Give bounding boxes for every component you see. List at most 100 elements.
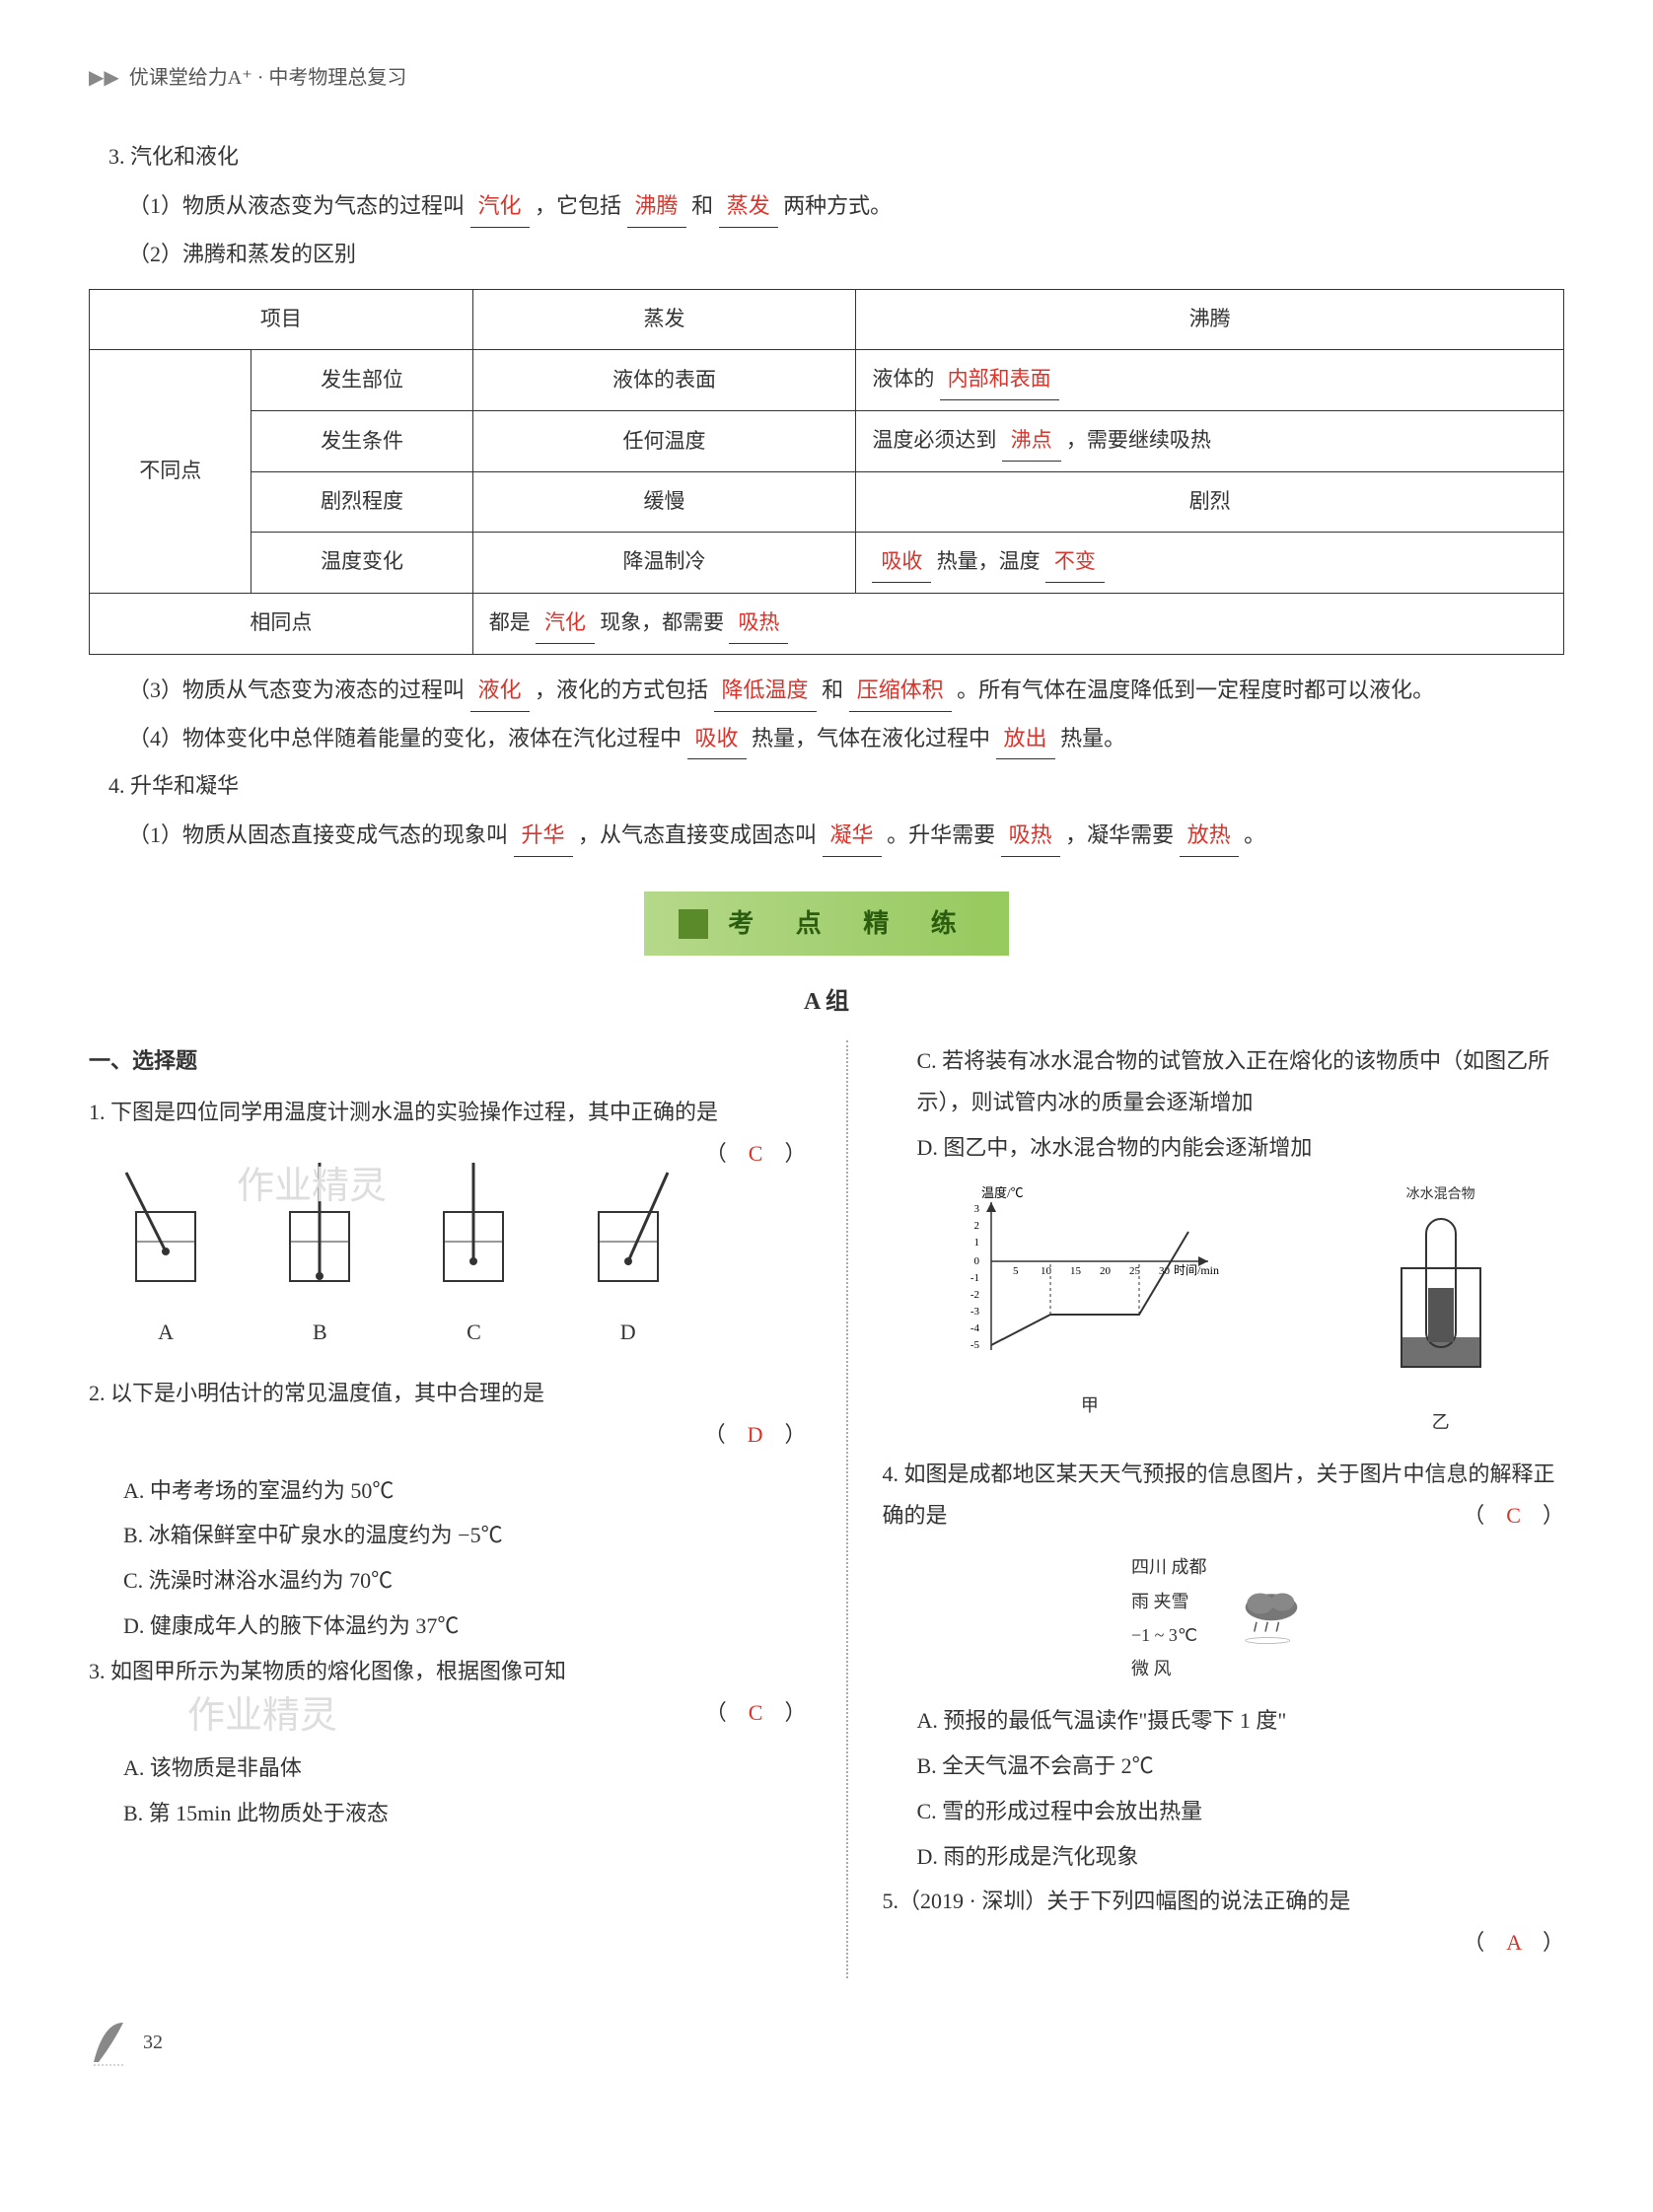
testtube-label: 冰水混合物 bbox=[1387, 1182, 1495, 1209]
text: 和 bbox=[691, 193, 719, 218]
banner-icon bbox=[679, 909, 708, 939]
svg-text:0: 0 bbox=[973, 1255, 979, 1267]
text: 液体的 bbox=[872, 367, 939, 391]
question-1: 1. 下图是四位同学用温度计测水温的实验操作过程，其中正确的是 （ C ） 作业… bbox=[89, 1092, 807, 1133]
section-3-title: 3. 汽化和液化 bbox=[108, 136, 1564, 178]
text: 热量，温度 bbox=[937, 549, 1045, 573]
option-d: D. 图乙中，冰水混合物的内能会逐渐增加 bbox=[917, 1127, 1565, 1169]
fill-blank: 吸热 bbox=[729, 604, 788, 644]
beaker-d: D bbox=[569, 1153, 687, 1354]
weather-line: 雨 夹雪 bbox=[1131, 1585, 1207, 1618]
question-4: 4. 如图是成都地区某天天气预报的信息图片，关于图片中信息的解释正确的是 （ C… bbox=[883, 1454, 1565, 1536]
page-header: ▶▶ 优课堂给力A⁺ · 中考物理总复习 bbox=[89, 59, 1564, 107]
banner-box: 考 点 精 练 bbox=[644, 892, 1009, 956]
svg-text:2: 2 bbox=[973, 1220, 979, 1232]
banner-text: 考 点 精 练 bbox=[728, 899, 974, 948]
option-b: B. 全天气温不会高于 2℃ bbox=[917, 1746, 1565, 1787]
table-cell: 缓慢 bbox=[472, 472, 856, 533]
question-text: 5.（2019 · 深圳）关于下列四幅图的说法正确的是 bbox=[883, 1889, 1351, 1913]
beaker-diagram-row: A B C bbox=[89, 1153, 705, 1354]
svg-text:3: 3 bbox=[973, 1203, 979, 1215]
fill-blank: 吸收 bbox=[687, 718, 747, 760]
svg-text:-2: -2 bbox=[970, 1289, 979, 1301]
table-cell: 剧烈 bbox=[856, 472, 1564, 533]
text: ，凝华需要 bbox=[1065, 822, 1180, 847]
question-heading: 一、选择题 bbox=[89, 1040, 807, 1082]
svg-text:15: 15 bbox=[1070, 1265, 1082, 1277]
beaker-c: C bbox=[414, 1153, 533, 1354]
text: （4）物体变化中总伴随着能量的变化，液体在汽化过程中 bbox=[128, 726, 687, 750]
answer: C bbox=[1506, 1503, 1521, 1528]
fill-blank: 升华 bbox=[514, 815, 573, 857]
chart-caption: 乙 bbox=[1387, 1405, 1495, 1439]
svg-text:-5: -5 bbox=[970, 1339, 980, 1351]
table-cell: 相同点 bbox=[90, 593, 473, 654]
fill-blank: 凝华 bbox=[823, 815, 882, 857]
text: （1）物质从液态变为气态的过程叫 bbox=[128, 193, 470, 218]
fill-blank: 放出 bbox=[996, 718, 1055, 760]
text: ，它包括 bbox=[535, 193, 627, 218]
option-a: A. 该物质是非晶体 bbox=[123, 1748, 807, 1789]
table-cell: 剧烈程度 bbox=[252, 472, 472, 533]
answer: A bbox=[1506, 1930, 1521, 1955]
text: ，从气态直接变成固态叫 bbox=[578, 822, 823, 847]
two-column-layout: 一、选择题 1. 下图是四位同学用温度计测水温的实验操作过程，其中正确的是 （ … bbox=[89, 1040, 1564, 1978]
group-a-label: A 组 bbox=[89, 980, 1564, 1026]
fill-blank: 液化 bbox=[470, 670, 530, 712]
question-text: 3. 如图甲所示为某物质的熔化图像，根据图像可知 bbox=[89, 1659, 566, 1683]
fill-blank: 蒸发 bbox=[719, 185, 778, 228]
question-text: 4. 如图是成都地区某天天气预报的信息图片，关于图片中信息的解释正确的是 bbox=[883, 1462, 1555, 1528]
table-header: 沸腾 bbox=[856, 290, 1564, 350]
answer-paren: （ C ） bbox=[1463, 1495, 1564, 1536]
text: （1）物质从固态直接变成气态的现象叫 bbox=[128, 822, 514, 847]
option-d: D. 雨的形成是汽化现象 bbox=[917, 1836, 1565, 1878]
question-text: 2. 以下是小明估计的常见温度值，其中合理的是 bbox=[89, 1381, 544, 1405]
svg-text:5: 5 bbox=[1013, 1265, 1019, 1277]
table-cell: 降温制冷 bbox=[472, 532, 856, 593]
weather-line: 微 风 bbox=[1131, 1652, 1207, 1685]
option-b: B. 冰箱保鲜室中矿泉水的温度约为 −5℃ bbox=[123, 1515, 807, 1556]
text: （3）物质从气态变为液态的过程叫 bbox=[128, 678, 470, 702]
option-d: D. 健康成年人的腋下体温约为 37℃ bbox=[123, 1605, 807, 1647]
option-c: C. 若将装有冰水混合物的试管放入正在熔化的该物质中（如图乙所示），则试管内冰的… bbox=[917, 1040, 1565, 1123]
table-cell: 液体的 内部和表面 bbox=[856, 350, 1564, 411]
testtube-icon bbox=[1387, 1209, 1495, 1387]
header-arrow-icon: ▶▶ bbox=[89, 59, 119, 97]
text: 热量，气体在液化过程中 bbox=[752, 726, 996, 750]
section-banner: 考 点 精 练 bbox=[89, 892, 1564, 956]
answer-paren: （ C ） bbox=[705, 1133, 807, 1175]
option-a: A. 预报的最低气温读作"摄氏零下 1 度" bbox=[917, 1700, 1565, 1742]
header-title: 优课堂给力A⁺ · 中考物理总复习 bbox=[129, 59, 407, 97]
svg-text:-4: -4 bbox=[970, 1322, 980, 1334]
option-c: C. 雪的形成过程中会放出热量 bbox=[917, 1791, 1565, 1832]
fill-blank: 汽化 bbox=[470, 185, 530, 228]
beaker-label: C bbox=[414, 1312, 533, 1353]
text: 。所有气体在温度降低到一定程度时都可以液化。 bbox=[957, 678, 1434, 702]
table-cell: 都是 汽化 现象，都需要 吸热 bbox=[472, 593, 1563, 654]
svg-text:1: 1 bbox=[973, 1237, 979, 1249]
beaker-label: B bbox=[260, 1312, 379, 1353]
left-column: 一、选择题 1. 下图是四位同学用温度计测水温的实验操作过程，其中正确的是 （ … bbox=[89, 1040, 807, 1978]
text: 温度必须达到 bbox=[872, 428, 1001, 452]
option-a: A. 中考考场的室温约为 50℃ bbox=[123, 1470, 807, 1512]
question-5: 5.（2019 · 深圳）关于下列四幅图的说法正确的是 （ A ） bbox=[883, 1881, 1565, 1963]
cloud-rain-icon bbox=[1227, 1589, 1316, 1648]
testtube-diagram: 冰水混合物 乙 bbox=[1387, 1182, 1495, 1439]
fill-blank: 吸热 bbox=[1001, 815, 1060, 857]
fill-blank: 汽化 bbox=[536, 604, 595, 644]
svg-text:-1: -1 bbox=[970, 1272, 979, 1284]
fill-blank: 沸点 bbox=[1002, 421, 1061, 462]
beaker-icon bbox=[424, 1153, 523, 1291]
fill-blank: 不变 bbox=[1045, 542, 1105, 583]
page-footer: 32 bbox=[89, 2018, 1564, 2067]
text: 。升华需要 bbox=[887, 822, 1001, 847]
text: ，需要继续吸热 bbox=[1066, 428, 1211, 452]
weather-line: −1 ~ 3℃ bbox=[1131, 1618, 1207, 1652]
table-cell: 发生条件 bbox=[252, 411, 472, 472]
page-number: 32 bbox=[143, 2024, 163, 2061]
ylabel: 温度/℃ bbox=[981, 1185, 1024, 1200]
section-3-sub4: （4）物体变化中总伴随着能量的变化，液体在汽化过程中 吸收 热量，气体在液化过程… bbox=[128, 718, 1564, 760]
question-2: 2. 以下是小明估计的常见温度值，其中合理的是 （ D ） bbox=[89, 1373, 807, 1456]
melting-chart: 温度/℃ 3 2 1 0 -1 -2 -3 -4 -5 5 10 15 bbox=[952, 1182, 1228, 1439]
section-3-sub1: （1）物质从液态变为气态的过程叫 汽化 ，它包括 沸腾 和 蒸发 两种方式。 bbox=[128, 185, 1564, 228]
